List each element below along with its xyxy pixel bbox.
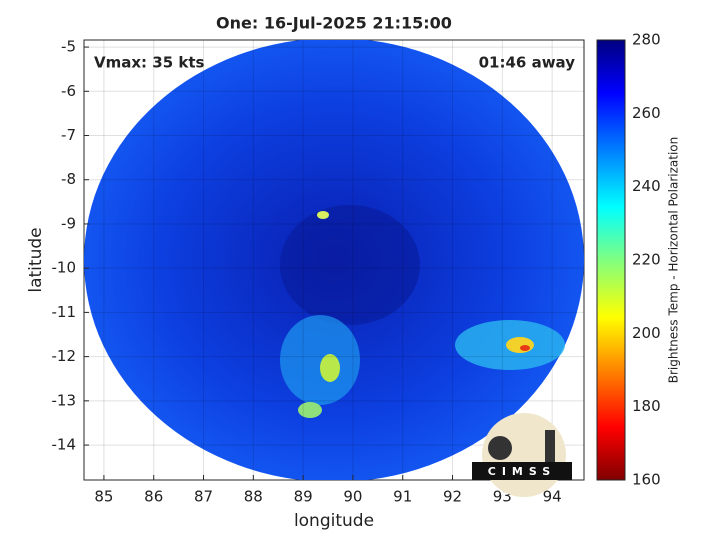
y-axis-label: latitude: [26, 227, 46, 292]
colorbar-tick-label: 240: [632, 177, 661, 195]
x-tick-label: 89: [294, 488, 313, 506]
x-tick-label: 87: [194, 488, 213, 506]
logo: CIMSS: [472, 413, 572, 497]
x-tick-label: 85: [94, 488, 113, 506]
y-tick-label: -12: [52, 347, 77, 365]
swath-image: [84, 40, 584, 480]
x-tick-label: 90: [343, 488, 362, 506]
y-tick-label: -10: [52, 259, 77, 277]
y-tick-label: -7: [61, 126, 76, 144]
x-tick-label: 91: [393, 488, 412, 506]
y-tick-label: -11: [52, 303, 77, 321]
x-tick-label: 94: [543, 488, 562, 506]
x-tick-label: 86: [144, 488, 163, 506]
chart-title: One: 16-Jul-2025 21:15:00: [216, 14, 452, 33]
y-tick-label: -13: [52, 391, 77, 409]
y-tick-label: -6: [61, 82, 76, 100]
colorbar-tick-label: 220: [632, 251, 661, 269]
y-tick-label: -14: [52, 436, 77, 454]
annotation: Vmax: 35 kts: [94, 54, 204, 72]
y-tick-label: -9: [61, 214, 76, 232]
x-tick-label: 92: [443, 488, 462, 506]
colorbar-tick-label: 160: [632, 471, 661, 489]
annotation: 01:46 away: [479, 54, 576, 72]
colorbar-tick-label: 260: [632, 104, 661, 122]
colorbar: [596, 39, 626, 481]
colorbar-label: Brightness Temp - Horizontal Polarizatio…: [667, 137, 681, 384]
x-tick-label: 88: [244, 488, 263, 506]
colorbar-tick-label: 280: [632, 31, 661, 49]
logo-text: CIMSS: [488, 465, 556, 478]
colorbar-tick-label: 200: [632, 324, 661, 342]
y-tick-label: -5: [61, 38, 76, 56]
colorbar-tick-label: 180: [632, 397, 661, 415]
y-tick-label: -8: [61, 170, 76, 188]
x-axis-label: longitude: [294, 511, 374, 531]
